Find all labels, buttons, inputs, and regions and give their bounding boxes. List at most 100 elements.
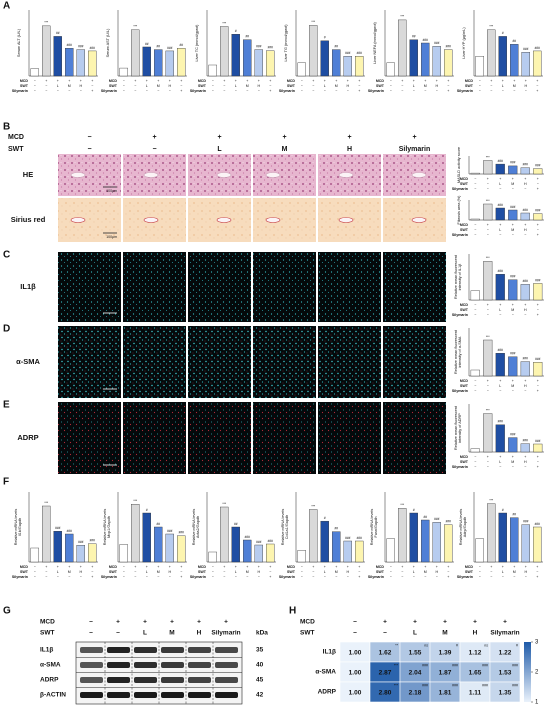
group-sign: − [537,384,539,388]
cell-value: 1.87 [439,670,452,677]
bar [42,505,51,563]
row-label: Sirius red [11,215,46,224]
bar [332,49,341,77]
group-sign: + [490,565,492,569]
group-sign: − [537,228,539,232]
group-label: MCD [460,177,469,181]
group-sign: − [401,89,403,93]
group-sign: − [57,89,59,93]
group-label: MCD [198,565,207,569]
group-sign: M [511,384,514,388]
bar [65,48,74,77]
micrograph [253,402,316,474]
group-sign: + [91,79,93,83]
group-sign: + [537,233,539,237]
group-sign: + [413,79,415,83]
group-sign: − [390,575,392,579]
group-sign: − [45,89,47,93]
group-sign: + [80,565,82,569]
significance: ### [535,46,541,50]
group-label: Silymarin [101,575,117,579]
group-sign: − [301,89,303,93]
cell-value: 1.00 [349,670,362,677]
group-sign: L [499,228,501,232]
significance: *** [44,501,48,505]
y-axis-title: Relative mean fluorescent [454,405,458,450]
bar [142,46,151,77]
molecular-weight: 40 [256,662,264,669]
group-sign: − [479,79,481,83]
group-sign: − [499,187,501,191]
cell-value: 1.00 [349,690,362,697]
significance: *** [489,25,493,29]
group-sign: − [512,389,514,393]
micrograph [188,326,251,398]
group-sign: − [474,177,476,181]
group-sign: − [487,308,489,312]
cell-value: 1.39 [439,650,452,657]
significance: ### [498,203,504,207]
bar [508,165,518,175]
group-sign: + [246,565,248,569]
bar [231,34,240,77]
significance: ### [179,531,185,535]
group-sign: − [324,89,326,93]
significance: ### [510,432,516,436]
bar [508,279,518,301]
blot-band [161,662,184,668]
significance: *** [486,256,490,260]
group-sign: H [473,630,478,637]
group-sign: − [301,84,303,88]
significance: ### [452,683,458,687]
group-label: MCD [198,79,207,83]
blot-band [134,677,157,683]
significance: ### [55,526,61,530]
y-axis-title: Col1a1/Gapdh [285,515,289,540]
bar [444,524,453,563]
group-sign: + [487,177,489,181]
bar [495,207,505,221]
group-sign: + [180,575,182,579]
bar [119,544,128,563]
group-sign: H [79,84,82,88]
significance: ### [167,46,173,50]
bar [243,539,252,563]
significance: # [456,643,458,647]
group-sign: − [512,187,514,191]
bar [520,284,530,301]
significance: *** [400,503,404,507]
group-sign: L [499,308,501,312]
group-sign: − [390,79,392,83]
group-sign: − [474,187,476,191]
group-sign: + [413,619,417,626]
significance: *** [486,335,490,339]
group-sign: M [424,570,427,574]
y-axis-title: intensity of IL1β [458,263,462,290]
group-sign: L [217,146,222,153]
group-sign: + [490,79,492,83]
vessel [411,172,427,178]
significance: ## [156,522,160,526]
group-label: MCD [109,79,118,83]
bar [76,545,85,563]
y-axis-title: Relative mRNA levels [192,509,196,546]
cell-value: 1.12 [469,650,482,657]
significance: ### [512,663,518,667]
blot-band [215,662,238,668]
significance: ### [510,205,516,209]
group-sign: − [123,565,125,569]
bar [398,508,407,563]
blot-frame [75,641,243,705]
blot-band [80,647,103,653]
vessel [70,172,86,178]
group-sign: + [436,79,438,83]
group-sign: − [312,84,314,88]
group-sign: + [447,79,449,83]
bar [475,56,484,77]
group-label: Silymarin [368,575,384,579]
significance: ## [423,515,427,519]
group-sign: − [401,575,403,579]
vessel [216,217,232,223]
group-sign: + [80,79,82,83]
group-sign: + [235,79,237,83]
